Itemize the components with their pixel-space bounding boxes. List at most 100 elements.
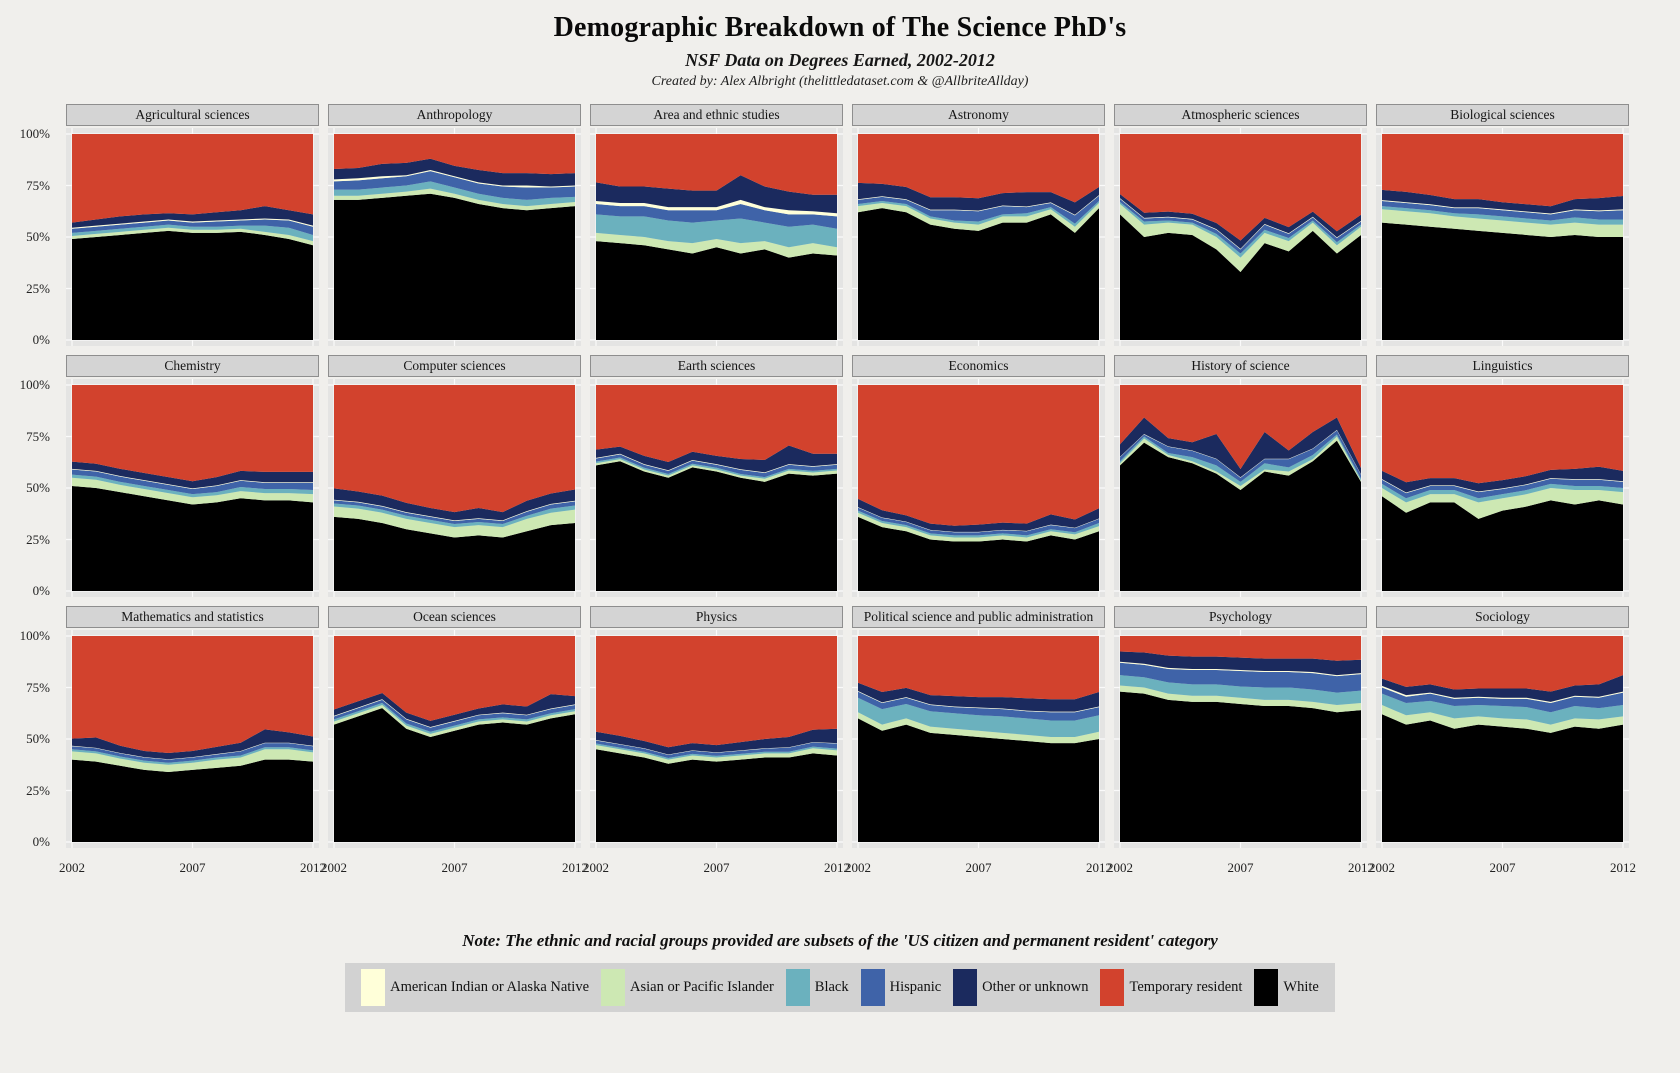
panel-row: 100% 75% 50% 25% 0% Agricultural sciences Anth… — [0, 104, 1680, 347]
x-axis-tick-label: 2012 — [562, 860, 588, 875]
facet-strip-title: Mathematics and statistics — [66, 606, 319, 628]
area-band-black — [72, 224, 313, 242]
area-band-white — [1382, 714, 1623, 842]
area-band-asian — [334, 188, 575, 211]
y-axis-tick-label: 50% — [26, 480, 50, 495]
area-band-other — [334, 488, 575, 521]
x-axis-tick-label: 2002 — [845, 860, 871, 875]
area-band-black — [1382, 483, 1623, 503]
area-band-hispanic — [1120, 662, 1361, 693]
area-band-am_indian — [858, 507, 1099, 533]
figure: Demographic Breakdown of The Science PhD… — [0, 12, 1680, 1012]
area-band-temp — [858, 134, 1099, 203]
area-band-hispanic — [858, 691, 1099, 721]
area-band-hispanic — [858, 195, 1099, 224]
area-band-hispanic — [1382, 478, 1623, 499]
stacked-area-plot — [328, 379, 581, 597]
area-band-hispanic — [72, 469, 313, 495]
x-axis: 2002 2007 2012 — [1107, 857, 1374, 879]
y-axis-tick-label: 0% — [32, 834, 50, 849]
area-band-temp — [334, 636, 575, 721]
area-band-white — [72, 485, 313, 591]
figure-subtitle: NSF Data on Degrees Earned, 2002-2012 — [685, 50, 995, 70]
area-band-black — [858, 697, 1099, 737]
area-band-asian — [334, 705, 575, 737]
x-axis-tick-label: 2007 — [703, 860, 730, 875]
area-band-other — [1382, 466, 1623, 493]
legend-label: Black — [814, 979, 849, 995]
area-band-temp — [1382, 385, 1623, 484]
area-band-temp — [858, 636, 1099, 700]
facet-panel: History of science — [1114, 355, 1367, 597]
x-axis: 2002 2007 2012 — [583, 857, 850, 879]
area-band-hispanic — [334, 500, 575, 525]
area-band-asian — [1120, 436, 1361, 491]
area-band-other — [72, 461, 313, 489]
area-band-other — [858, 498, 1099, 532]
facet-panel: Atmospheric sciences — [1114, 104, 1367, 346]
y-axis: 100% 75% 50% 25% 0% — [0, 606, 60, 849]
area-band-hispanic — [72, 743, 313, 763]
legend-label: White — [1283, 979, 1319, 995]
page-title: Demographic Breakdown of The Science PhD… — [553, 12, 1127, 43]
facet-panel: Area and ethnic studies — [590, 104, 843, 346]
area-band-white — [1382, 496, 1623, 591]
area-band-asian — [1382, 209, 1623, 237]
area-band-temp — [596, 636, 837, 748]
y-axis-tick-label: 75% — [26, 428, 50, 444]
x-axis-tick-label: 2007 — [1489, 860, 1516, 875]
x-axis-tick-label: 2012 — [1086, 860, 1112, 875]
area-band-asian — [1120, 685, 1361, 713]
legend-label: Temporary resident — [1129, 979, 1243, 995]
y-axis: 100% 75% 50% 25% 0% — [0, 355, 60, 598]
facet-strip-title: Computer sciences — [328, 355, 581, 377]
legend-label: Other or unknown — [982, 979, 1089, 995]
area-band-black — [334, 181, 575, 207]
facet-strip-title: Economics — [852, 355, 1105, 377]
legend-swatch-temp — [1100, 969, 1125, 1006]
legend-item: Black — [785, 969, 849, 1006]
area-band-white — [1120, 214, 1361, 340]
area-band-other — [858, 682, 1099, 712]
panel-row: 100% 75% 50% 25% 0% Chemistry Computer science… — [0, 355, 1680, 598]
facet-panel: Computer sciences — [328, 355, 581, 597]
area-band-black — [72, 474, 313, 498]
x-axis-labels: 2002 2007 2012 2002 2007 2012 2002 2007 2012 2002… — [0, 857, 1680, 879]
area-band-other — [596, 445, 837, 473]
area-band-white — [334, 516, 575, 591]
facet-panel: Anthropology — [328, 104, 581, 346]
area-band-other — [1382, 675, 1623, 702]
x-axis-tick-label: 2002 — [583, 860, 609, 875]
stacked-area-plot — [328, 128, 581, 346]
area-band-hispanic — [72, 219, 313, 235]
area-band-hispanic — [596, 454, 837, 478]
area-band-black — [858, 510, 1099, 538]
stacked-area-plot — [66, 379, 319, 597]
legend-item: Asian or Pacific Islander — [601, 969, 774, 1006]
stacked-area-plot — [852, 128, 1105, 346]
x-axis-tick-label: 2002 — [59, 860, 85, 875]
y-axis-tick-label: 50% — [26, 731, 50, 746]
area-band-temp — [1382, 134, 1623, 207]
area-band-asian — [334, 506, 575, 538]
area-band-asian — [72, 749, 313, 772]
y-axis-tick-label: 0% — [32, 583, 50, 598]
facet-panel: Ocean sciences — [328, 606, 581, 848]
y-axis-tick-label: 50% — [26, 229, 50, 244]
facet-panel: Biological sciences — [1376, 104, 1629, 346]
stacked-area-plot — [590, 630, 843, 848]
facet-panel: Chemistry — [66, 355, 319, 597]
area-band-temp — [1120, 636, 1361, 661]
y-axis-tick-label: 75% — [26, 679, 50, 695]
area-band-asian — [72, 227, 313, 246]
facet-strip-title: Earth sciences — [590, 355, 843, 377]
area-band-white — [858, 208, 1099, 340]
area-band-am_indian — [72, 742, 313, 760]
facet-strip-title: Astronomy — [852, 104, 1105, 126]
area-band-white — [72, 759, 313, 842]
stacked-area-plot — [1376, 128, 1629, 346]
area-band-hispanic — [858, 507, 1099, 536]
stacked-area-plot — [66, 630, 319, 848]
stacked-area-plot — [852, 630, 1105, 848]
facet-strip-title: Psychology — [1114, 606, 1367, 628]
